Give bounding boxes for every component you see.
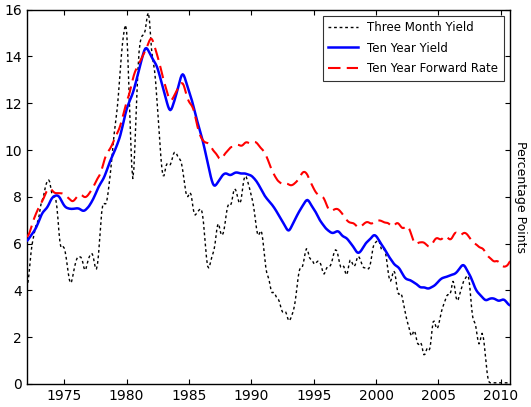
Three Month Yield (507, 381, 513, 385)
Ten Year Yield (143, 46, 150, 50)
Ten Year Forward Rate (53, 190, 59, 195)
Ten Year Yield (504, 300, 510, 305)
Ten Year Forward Rate (507, 259, 513, 264)
Ten Year Yield (454, 269, 460, 274)
Three Month Yield (145, 11, 151, 15)
Ten Year Yield (89, 198, 96, 203)
Ten Year Forward Rate (124, 96, 131, 101)
Ten Year Forward Rate (505, 262, 511, 267)
Three Month Yield (454, 298, 460, 303)
Ten Year Forward Rate (23, 234, 30, 239)
Ten Year Forward Rate (501, 264, 507, 269)
Ten Year Yield (507, 303, 513, 308)
Three Month Yield (89, 252, 96, 256)
Line: Ten Year Yield: Ten Year Yield (27, 48, 510, 305)
Three Month Yield (23, 286, 30, 291)
Three Month Yield (124, 48, 131, 53)
Three Month Yield (505, 381, 511, 385)
Ten Year Forward Rate (181, 83, 187, 88)
Ten Year Forward Rate (148, 36, 155, 41)
Three Month Yield (489, 381, 495, 385)
Ten Year Forward Rate (454, 231, 460, 236)
Ten Year Yield (124, 104, 131, 109)
Ten Year Yield (53, 193, 59, 198)
Three Month Yield (181, 175, 187, 180)
Three Month Yield (53, 198, 59, 203)
Line: Ten Year Forward Rate: Ten Year Forward Rate (27, 39, 510, 267)
Legend: Three Month Yield, Ten Year Yield, Ten Year Forward Rate: Three Month Yield, Ten Year Yield, Ten Y… (322, 15, 504, 81)
Y-axis label: Percentage Points: Percentage Points (514, 141, 527, 253)
Ten Year Yield (181, 73, 187, 78)
Ten Year Yield (23, 239, 30, 243)
Ten Year Forward Rate (89, 186, 96, 191)
Line: Three Month Yield: Three Month Yield (27, 13, 510, 383)
